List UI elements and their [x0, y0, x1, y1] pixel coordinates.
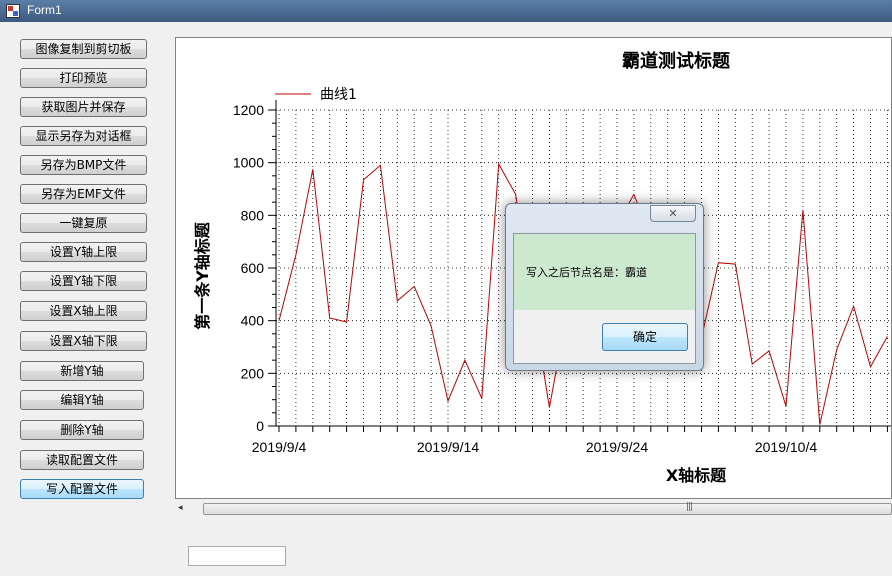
- chart-title: 霸道测试标题: [622, 50, 731, 72]
- x-tick-label: 2019/9/4: [252, 439, 307, 455]
- button-13[interactable]: 编辑Y轴: [20, 390, 144, 410]
- button-10[interactable]: 设置X轴上限: [20, 301, 147, 321]
- dialog-content: 写入之后节点名是：霸道 确定: [513, 233, 696, 364]
- x-axis-title: X轴标题: [666, 466, 727, 485]
- button-12[interactable]: 新增Y轴: [20, 361, 144, 381]
- button-5[interactable]: 另存为BMP文件: [20, 155, 147, 175]
- line-chart: 0 200 400 600 800 1000 1200 2019/9/4 2019/9/14 20…: [193, 50, 891, 485]
- button-14[interactable]: 删除Y轴: [20, 420, 144, 440]
- y-tick-label: 800: [241, 207, 265, 223]
- app-icon: [6, 4, 20, 18]
- button-9[interactable]: 设置Y轴下限: [20, 271, 147, 291]
- title-bar: Form1: [0, 0, 892, 22]
- button-11[interactable]: 设置X轴下限: [20, 331, 147, 351]
- horizontal-scrollbar[interactable]: ◂ |||: [175, 501, 892, 518]
- button-8[interactable]: 设置Y轴上限: [20, 242, 147, 262]
- y-tick-label: 400: [241, 313, 265, 329]
- message-box: ✕ 写入之后节点名是：霸道 确定: [505, 203, 704, 371]
- text-input[interactable]: [188, 546, 286, 566]
- scroll-left-arrow-icon[interactable]: ◂: [178, 503, 183, 513]
- message-area: 写入之后节点名是：霸道: [514, 234, 695, 310]
- button-16[interactable]: 写入配置文件: [20, 479, 144, 499]
- dialog-close-button[interactable]: ✕: [650, 205, 696, 222]
- window-title: Form1: [27, 3, 62, 17]
- y-tick-label: 600: [241, 260, 265, 276]
- button-1[interactable]: 图像复制到剪切板: [20, 39, 147, 59]
- form-client-area: 图像复制到剪切板 打印预览获取图片并保存 显示另存为对话框 另存为BMP文件 另存为EM…: [0, 22, 892, 576]
- scroll-grip-icon: |||: [686, 502, 693, 512]
- dialog-message: 写入之后节点名是：霸道: [526, 266, 647, 279]
- y-tick-label: 1000: [233, 155, 264, 171]
- chart-panel: 0 200 400 600 800 1000 1200 2019/9/4 2019/9/14 20…: [175, 37, 892, 499]
- y-tick-label: 200: [241, 365, 265, 381]
- button-7[interactable]: 一键复原: [20, 213, 147, 233]
- button-15[interactable]: 读取配置文件: [20, 450, 144, 470]
- button-3[interactable]: 获取图片并保存: [20, 97, 147, 117]
- scroll-thumb[interactable]: |||: [203, 502, 892, 515]
- x-tick-label: 2019/9/24: [586, 439, 648, 455]
- x-tick-label: 2019/9/14: [417, 439, 479, 455]
- series-line-1: [278, 162, 888, 425]
- button-4[interactable]: 显示另存为对话框: [20, 126, 147, 146]
- y-axis-title: 第一条Y轴标题: [193, 221, 212, 330]
- button-2[interactable]: 打印预览: [20, 68, 147, 88]
- x-tick-label: 2019/10/4: [755, 439, 817, 455]
- close-icon: ✕: [668, 207, 678, 220]
- y-tick-label: 1200: [233, 102, 264, 118]
- button-6[interactable]: 另存为EMF文件: [20, 184, 147, 204]
- legend-series-name: 曲线1: [320, 87, 357, 103]
- y-tick-label: 0: [256, 418, 264, 434]
- ok-button[interactable]: 确定: [602, 323, 688, 351]
